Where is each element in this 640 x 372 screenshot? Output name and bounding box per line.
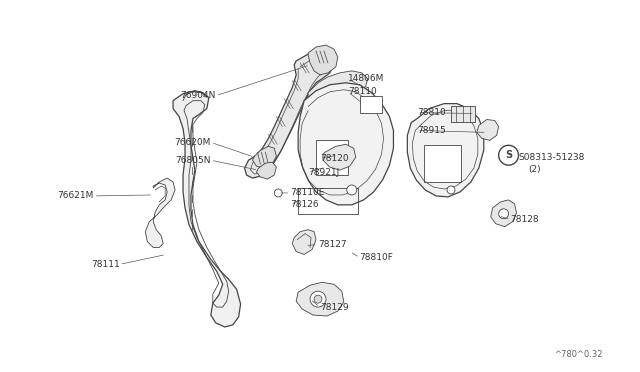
Polygon shape bbox=[424, 145, 461, 182]
Polygon shape bbox=[244, 51, 334, 178]
Polygon shape bbox=[407, 104, 484, 197]
Polygon shape bbox=[451, 106, 475, 122]
Polygon shape bbox=[491, 200, 516, 227]
Circle shape bbox=[310, 291, 326, 307]
Text: 78126: 78126 bbox=[290, 201, 319, 209]
Polygon shape bbox=[257, 162, 276, 179]
Polygon shape bbox=[173, 91, 241, 327]
Text: 78110E: 78110E bbox=[290, 189, 324, 198]
Text: 78111: 78111 bbox=[91, 260, 120, 269]
Polygon shape bbox=[360, 96, 381, 113]
Text: 14806M: 14806M bbox=[348, 74, 384, 83]
Polygon shape bbox=[477, 119, 499, 140]
Circle shape bbox=[499, 145, 518, 165]
Text: 78110: 78110 bbox=[348, 87, 376, 96]
Text: 78915: 78915 bbox=[417, 126, 446, 135]
Polygon shape bbox=[298, 83, 394, 205]
Text: 78810F: 78810F bbox=[360, 253, 394, 262]
Text: 78129: 78129 bbox=[320, 302, 349, 312]
Text: 78810: 78810 bbox=[417, 108, 446, 117]
Polygon shape bbox=[145, 178, 175, 247]
Circle shape bbox=[447, 186, 455, 194]
Text: 78120: 78120 bbox=[320, 154, 349, 163]
Text: ^780^0.32: ^780^0.32 bbox=[554, 350, 603, 359]
Polygon shape bbox=[316, 140, 348, 175]
Circle shape bbox=[499, 209, 509, 219]
Text: S: S bbox=[505, 150, 512, 160]
Polygon shape bbox=[296, 282, 344, 316]
Text: S08313-51238: S08313-51238 bbox=[518, 153, 585, 162]
Polygon shape bbox=[323, 144, 356, 170]
Text: 76620M: 76620M bbox=[175, 138, 211, 147]
Text: (2): (2) bbox=[529, 165, 541, 174]
Text: 78921J: 78921J bbox=[308, 168, 339, 177]
Polygon shape bbox=[292, 230, 316, 254]
Text: 76805N: 76805N bbox=[175, 156, 211, 165]
Polygon shape bbox=[308, 45, 338, 75]
Text: 76904N: 76904N bbox=[180, 91, 216, 100]
Circle shape bbox=[314, 295, 322, 303]
Polygon shape bbox=[308, 71, 367, 110]
Polygon shape bbox=[253, 146, 276, 168]
Circle shape bbox=[275, 189, 282, 197]
Circle shape bbox=[347, 185, 356, 195]
Text: 78127: 78127 bbox=[318, 240, 347, 249]
Text: 78128: 78128 bbox=[511, 215, 539, 224]
Text: 76621M: 76621M bbox=[58, 192, 93, 201]
